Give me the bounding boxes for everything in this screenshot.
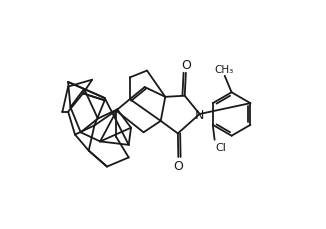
Text: CH₃: CH₃ [214,65,233,75]
Text: O: O [181,59,191,72]
Text: N: N [195,108,204,121]
Text: Cl: Cl [216,142,227,152]
Text: O: O [173,159,183,172]
